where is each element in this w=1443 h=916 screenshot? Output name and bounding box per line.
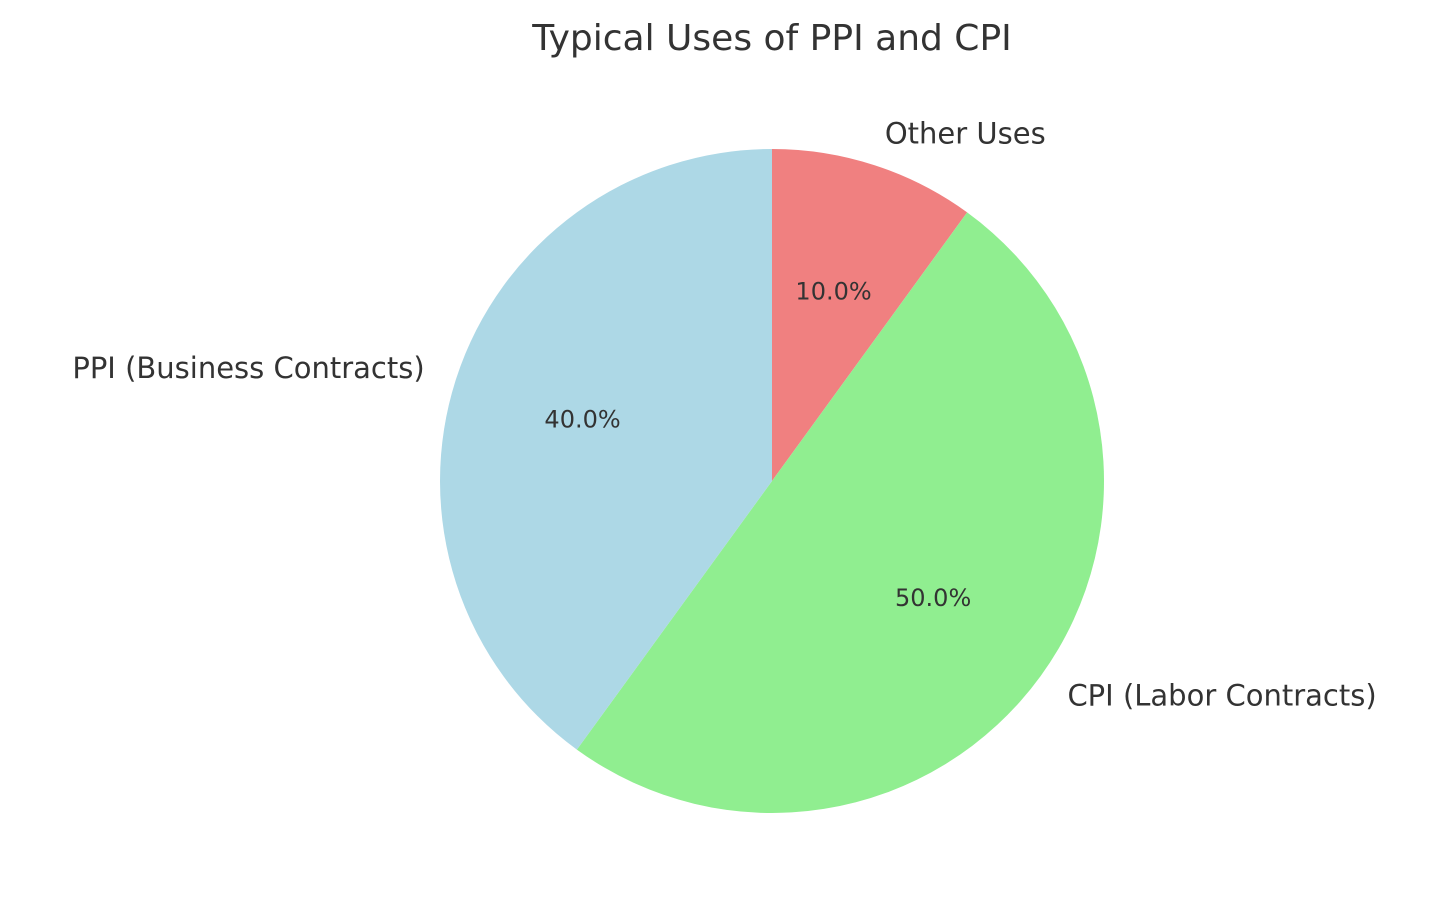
pie-slice-cpi-labor-contracts xyxy=(576,212,1104,813)
slice-label-ppi-business-contracts: PPI (Business Contracts) xyxy=(72,351,424,385)
percent-labels: 10.0% 50.0% 40.0% xyxy=(544,278,971,613)
pct-label-other-uses: 10.0% xyxy=(795,278,871,306)
pct-label-ppi-business-contracts: 40.0% xyxy=(544,405,620,433)
pct-label-cpi-labor-contracts: 50.0% xyxy=(895,584,971,612)
slice-labels: Other Uses CPI (Labor Contracts) PPI (Busi… xyxy=(72,117,1376,713)
pie-slice-ppi-business-contracts xyxy=(440,149,772,750)
slice-label-cpi-labor-contracts: CPI (Labor Contracts) xyxy=(1067,679,1376,713)
pie-slice-other-uses xyxy=(772,149,968,481)
chart-title: Typical Uses of PPI and CPI xyxy=(531,18,1012,59)
pie-slices xyxy=(440,149,1104,813)
slice-label-other-uses: Other Uses xyxy=(885,117,1046,151)
